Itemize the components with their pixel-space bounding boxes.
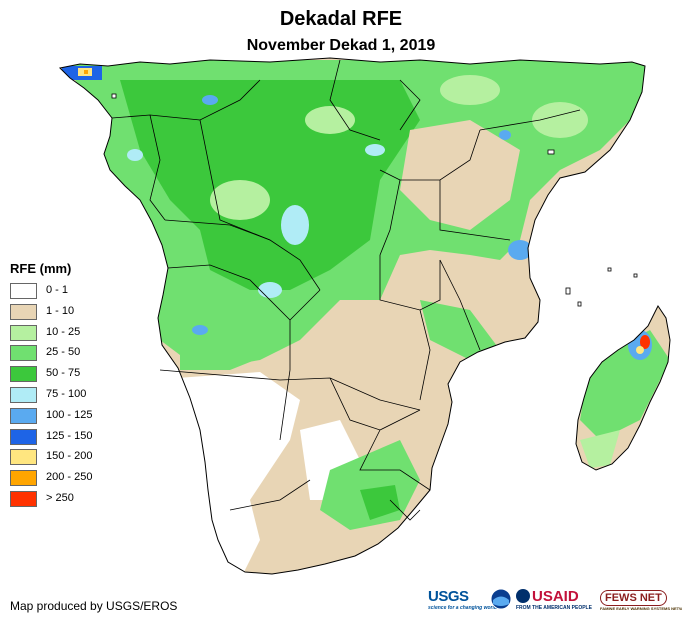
legend-swatch	[10, 283, 37, 299]
legend-label: 25 - 50	[46, 346, 81, 359]
legend-title: RFE (mm)	[10, 261, 72, 276]
usaid-logo: USAID FROM THE AMERICAN PEOPLE	[516, 588, 598, 612]
noaa-emblem-icon	[490, 588, 512, 610]
usgs-tagline: science for a changing world	[428, 605, 497, 611]
noaa-logo	[490, 588, 512, 612]
map-title: Dekadal RFE	[279, 8, 403, 30]
madagascar-rainfall-layer	[576, 306, 670, 470]
legend-swatch	[10, 303, 37, 320]
africa-coastline	[58, 57, 646, 575]
country-borders	[111, 59, 581, 521]
legend-label: 0 - 1	[46, 284, 69, 296]
legend-swatch	[10, 366, 37, 383]
usaid-text: USAID	[532, 588, 579, 605]
legend-swatch	[10, 324, 37, 341]
usaid-tagline: FROM THE AMERICAN PEOPLE	[516, 605, 592, 611]
usaid-seal-icon	[516, 589, 530, 603]
fewsnet-tagline: FAMINE EARLY WARNING SYSTEMS NETWORK	[600, 606, 682, 611]
legend-label: 10 - 25	[46, 325, 81, 338]
legend-label: 100 - 125	[46, 408, 93, 421]
legend-label: 1 - 10	[46, 304, 75, 317]
madagascar-coastline	[575, 305, 671, 471]
legend-label: 150 - 200	[46, 450, 93, 463]
legend-swatch	[10, 449, 37, 466]
legend-swatch	[10, 428, 37, 445]
legend-swatch	[10, 407, 37, 424]
legend-label: 75 - 100	[46, 388, 87, 400]
usaid-wordmark: USAID	[516, 588, 598, 605]
islands	[111, 93, 638, 307]
fewsnet-wordmark: FEWS NET	[600, 590, 667, 606]
legend-swatch	[10, 345, 37, 362]
usgs-wordmark: USGS	[428, 588, 469, 605]
legend-label: 125 - 150	[46, 429, 93, 442]
legend-swatch	[10, 387, 37, 403]
legend-label: 50 - 75	[46, 367, 81, 380]
credit-text: Map produced by USGS/EROS	[10, 599, 178, 613]
map-subtitle: November Dekad 1, 2019	[246, 37, 436, 54]
legend-swatch	[10, 491, 37, 507]
fewsnet-logo: FEWS NET FAMINE EARLY WARNING SYSTEMS NE…	[600, 588, 682, 612]
legend-swatch	[10, 470, 37, 487]
legend-label: 200 - 250	[46, 471, 93, 484]
legend-label: > 250	[46, 492, 74, 504]
usgs-logo: USGS science for a changing world	[428, 588, 497, 612]
